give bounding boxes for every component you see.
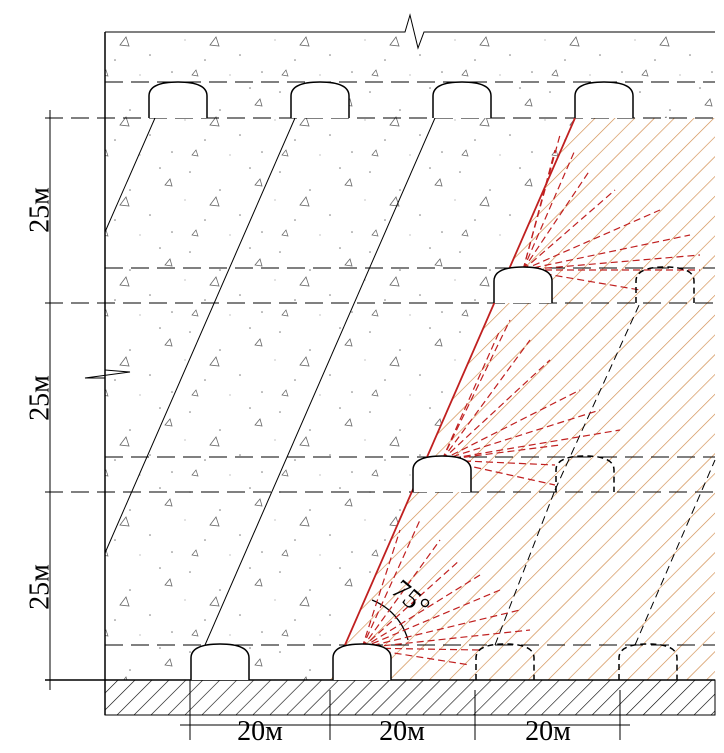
blast-hole bbox=[361, 539, 441, 649]
drift bbox=[148, 81, 208, 118]
blast-hole bbox=[522, 134, 561, 271]
width-label: 20м bbox=[525, 716, 571, 747]
drift bbox=[432, 81, 492, 118]
blast-hole bbox=[441, 459, 556, 466]
width-label: 20м bbox=[237, 716, 283, 747]
blast-hole bbox=[441, 339, 531, 461]
blast-hole bbox=[441, 319, 511, 461]
blast-hole bbox=[441, 429, 621, 461]
blast-hole bbox=[361, 609, 521, 649]
blast-hole bbox=[361, 574, 481, 649]
ore-zone-hatch bbox=[330, 118, 715, 680]
blast-hole bbox=[361, 529, 401, 649]
blast-hole bbox=[361, 647, 471, 666]
blast-hole bbox=[441, 444, 561, 461]
blast-hole bbox=[441, 389, 581, 461]
blast-hole bbox=[522, 254, 701, 271]
drift bbox=[332, 643, 392, 680]
height-label: 25м bbox=[24, 564, 55, 610]
blast-hole bbox=[441, 459, 556, 486]
drift bbox=[574, 81, 634, 118]
drift bbox=[493, 266, 553, 303]
floor bbox=[104, 679, 716, 716]
blast-hole bbox=[361, 629, 531, 649]
blast-hole bbox=[522, 149, 556, 271]
drift bbox=[190, 643, 250, 680]
height-label: 25м bbox=[24, 375, 55, 421]
blast-hole bbox=[361, 647, 481, 651]
drift bbox=[412, 455, 472, 492]
width-label: 20м bbox=[379, 716, 425, 747]
blast-hole bbox=[441, 329, 501, 461]
blast-hole bbox=[522, 169, 591, 271]
blast-hole bbox=[522, 189, 616, 271]
drift bbox=[290, 81, 350, 118]
blast-hole bbox=[361, 589, 501, 649]
height-label: 25м bbox=[24, 187, 55, 233]
blast-hole bbox=[522, 209, 661, 271]
blast-hole bbox=[522, 234, 691, 271]
blast-hole bbox=[441, 409, 601, 461]
blast-hole bbox=[441, 359, 551, 461]
blast-hole bbox=[361, 519, 421, 649]
blast-hole bbox=[522, 269, 641, 291]
